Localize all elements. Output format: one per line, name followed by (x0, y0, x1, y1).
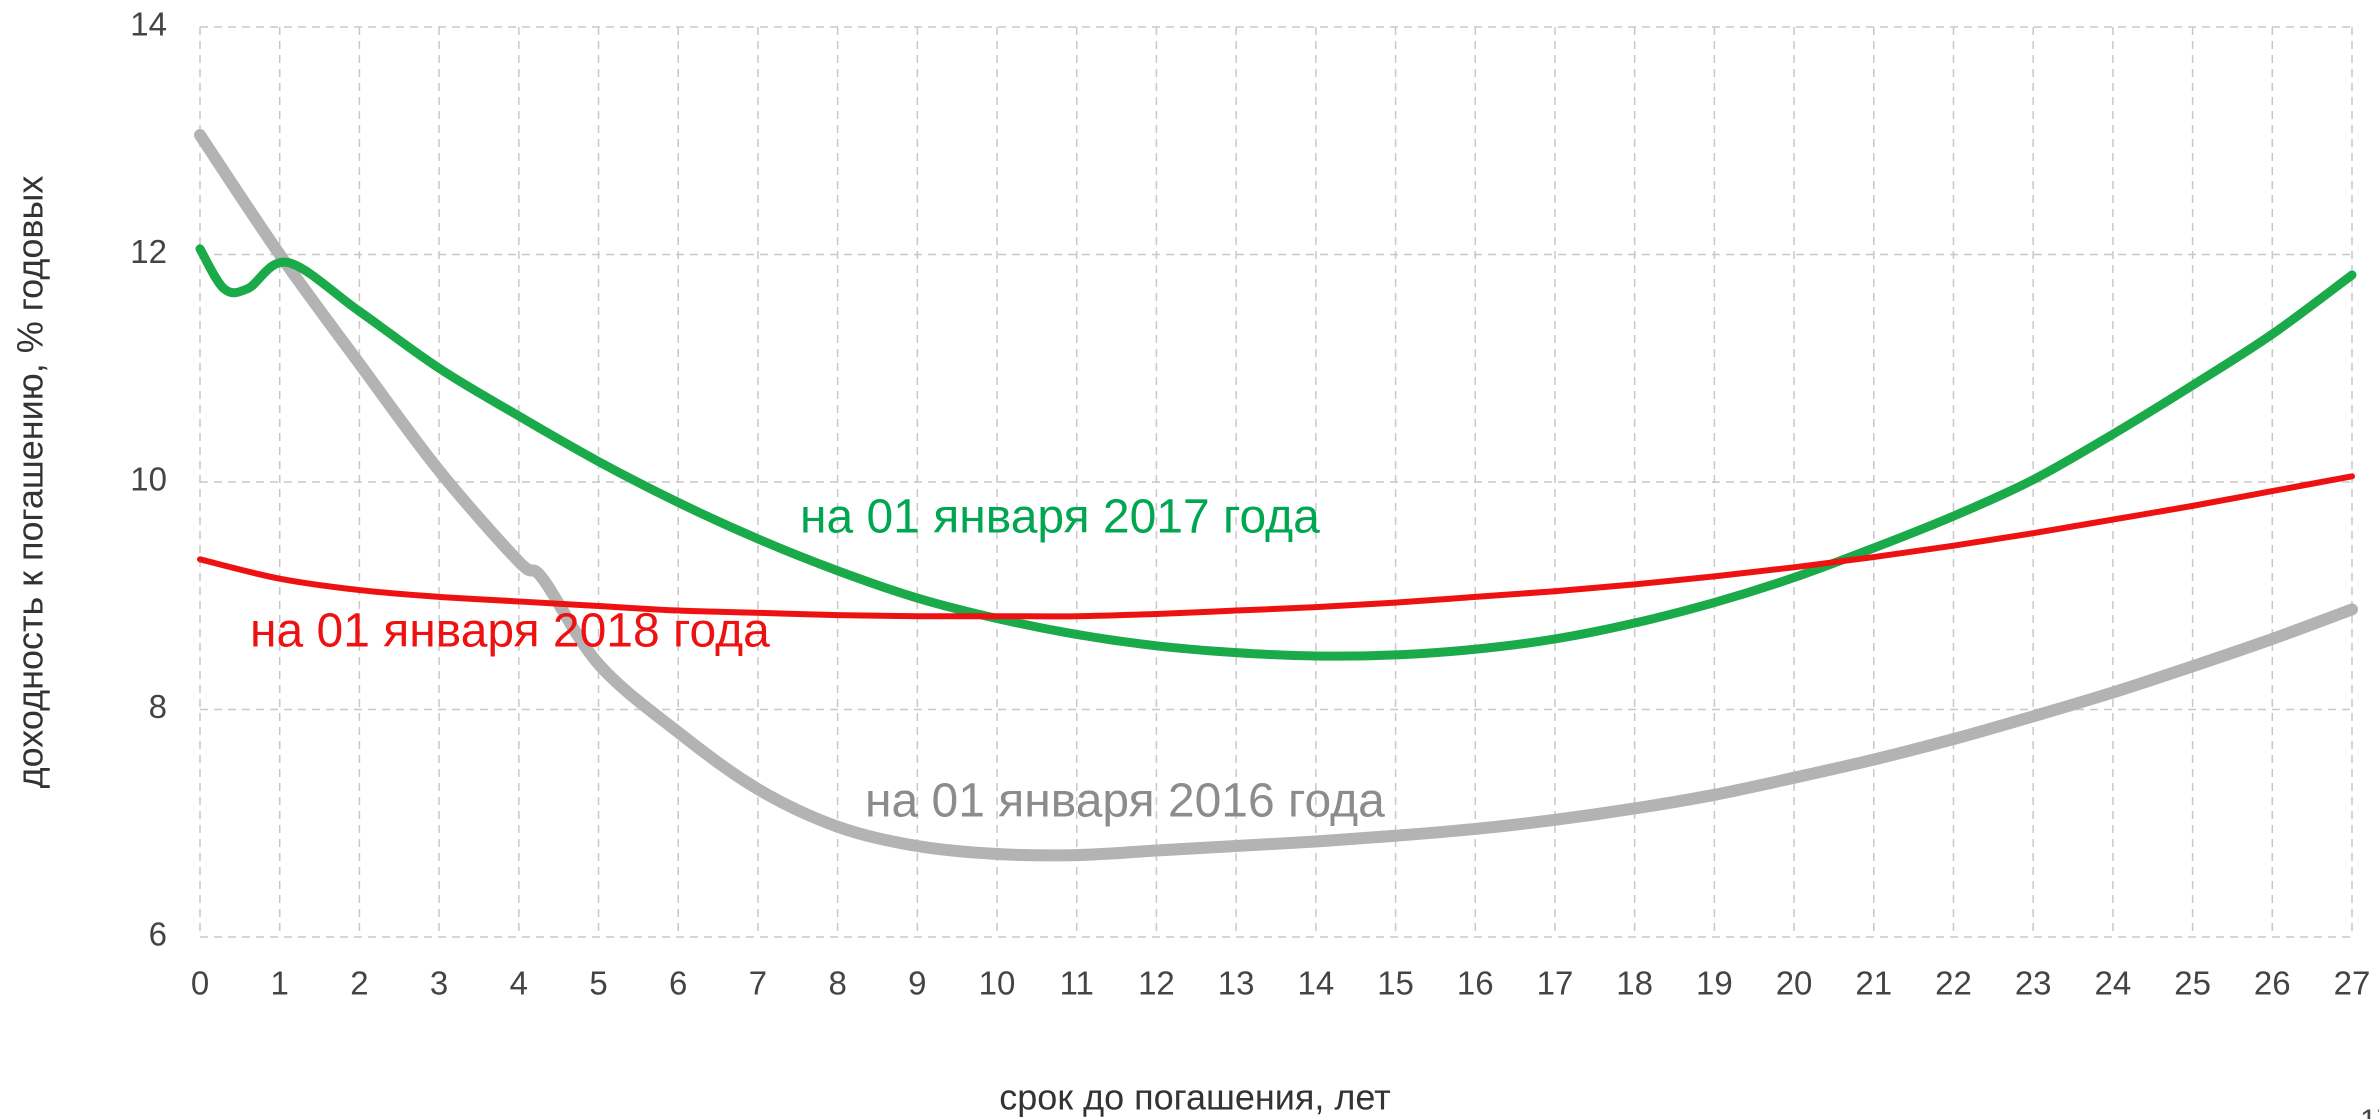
x-tick-label: 20 (1776, 965, 1813, 1002)
series-line (194, 129, 2358, 862)
x-tick-label: 24 (2095, 965, 2132, 1002)
x-tick-label: 17 (1537, 965, 1574, 1002)
x-tick-label: 16 (1457, 965, 1494, 1002)
x-tick-label: 13 (1218, 965, 1255, 1002)
y-axis-label: доходность к погашению, % годовых (10, 176, 51, 789)
x-tick-label: 6 (669, 965, 687, 1002)
x-tick-label: 7 (749, 965, 767, 1002)
x-tick-label: 9 (908, 965, 926, 1002)
y-tick-label: 6 (149, 916, 167, 953)
x-tick-label: 3 (430, 965, 448, 1002)
page-number: 17 (2360, 1104, 2379, 1119)
x-tick-label: 18 (1616, 965, 1653, 1002)
y-tick-label: 14 (130, 6, 167, 43)
series-label: на 01 января 2016 года (865, 775, 1385, 828)
x-tick-label: 25 (2174, 965, 2211, 1002)
x-tick-label: 5 (589, 965, 607, 1002)
y-tick-label: 12 (130, 233, 167, 270)
series-line (195, 244, 2357, 661)
x-tick-label: 21 (1855, 965, 1892, 1002)
x-tick-label: 1 (271, 965, 289, 1002)
x-tick-label: 11 (1060, 965, 1094, 1002)
x-tick-label: 14 (1297, 965, 1334, 1002)
x-tick-label: 12 (1138, 965, 1175, 1002)
x-tick-label: 26 (2254, 965, 2291, 1002)
x-tick-label: 23 (2015, 965, 2052, 1002)
x-tick-label: 10 (979, 965, 1016, 1002)
series-label: на 01 января 2017 года (800, 491, 1320, 544)
series-line (197, 473, 2355, 620)
x-axis-label: срок до погашения, лет (999, 1077, 1390, 1118)
x-tick-label: 4 (510, 965, 528, 1002)
x-tick-label: 2 (350, 965, 368, 1002)
series-label: на 01 января 2018 года (250, 605, 770, 658)
x-tick-label: 19 (1696, 965, 1733, 1002)
y-tick-label: 10 (130, 461, 167, 498)
x-tick-label: 15 (1377, 965, 1414, 1002)
x-tick-label: 22 (1935, 965, 1972, 1002)
x-tick-label: 27 (2334, 965, 2371, 1002)
x-tick-label: 0 (191, 965, 209, 1002)
y-tick-label: 8 (149, 688, 167, 725)
x-tick-label: 8 (828, 965, 846, 1002)
